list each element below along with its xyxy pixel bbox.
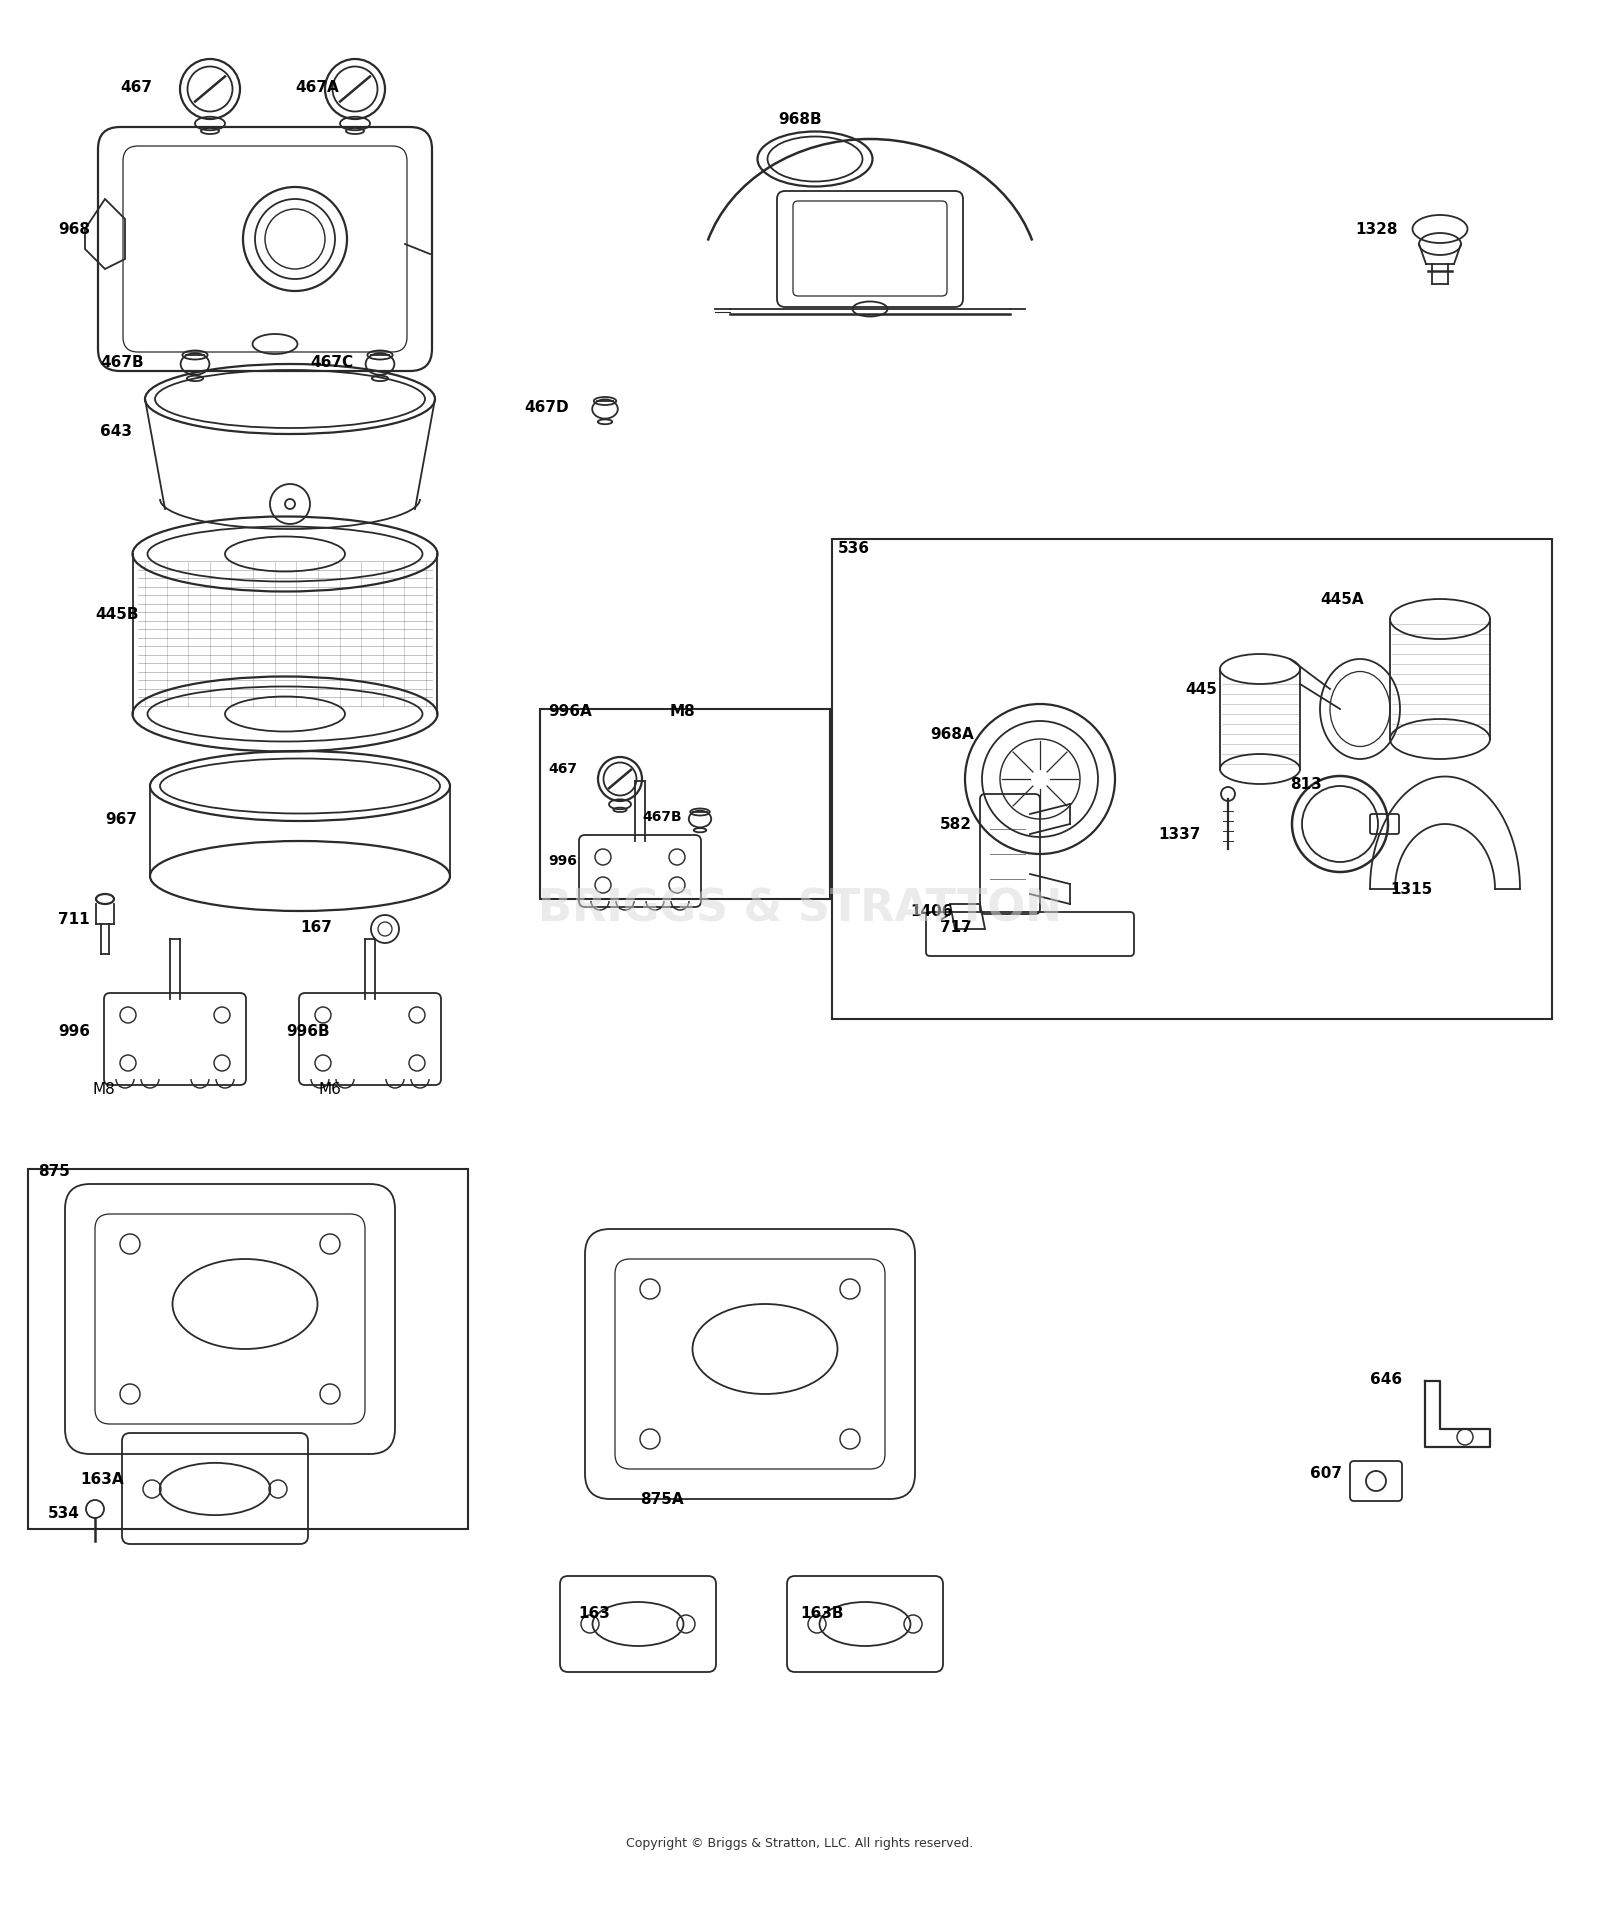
Text: 163A: 163A — [80, 1472, 123, 1487]
Text: 1337: 1337 — [1158, 827, 1200, 842]
Text: M6: M6 — [318, 1082, 341, 1096]
Text: 1406: 1406 — [910, 903, 952, 918]
Text: 967: 967 — [106, 811, 138, 827]
Text: M8: M8 — [93, 1082, 115, 1096]
Text: 996B: 996B — [286, 1023, 330, 1038]
Text: 467: 467 — [120, 80, 152, 95]
Text: 1315: 1315 — [1390, 882, 1432, 897]
Text: 813: 813 — [1290, 777, 1322, 792]
Text: 163: 163 — [578, 1605, 610, 1621]
Text: 968A: 968A — [930, 727, 974, 741]
Text: 582: 582 — [941, 817, 973, 832]
Text: 467B: 467B — [101, 355, 144, 370]
Text: 643: 643 — [101, 424, 133, 439]
Text: 536: 536 — [838, 540, 870, 556]
Text: 467C: 467C — [310, 355, 354, 370]
Text: 996A: 996A — [549, 704, 592, 718]
Text: 467D: 467D — [525, 399, 568, 414]
Text: 467A: 467A — [294, 80, 339, 95]
Text: 445: 445 — [1186, 682, 1218, 697]
Text: 467B: 467B — [642, 809, 682, 825]
Text: 968: 968 — [58, 221, 90, 237]
Text: 467: 467 — [549, 762, 578, 775]
Text: 875A: 875A — [640, 1491, 683, 1506]
Text: 875: 875 — [38, 1163, 70, 1178]
Text: 445B: 445B — [94, 607, 139, 622]
Text: 996: 996 — [549, 853, 578, 869]
Text: 534: 534 — [48, 1506, 80, 1521]
Text: 646: 646 — [1370, 1371, 1402, 1386]
Text: 167: 167 — [301, 920, 331, 935]
Text: 711: 711 — [58, 911, 90, 926]
Text: M8: M8 — [670, 704, 696, 718]
Text: 163B: 163B — [800, 1605, 843, 1621]
Text: 445A: 445A — [1320, 592, 1363, 607]
Text: 1328: 1328 — [1355, 221, 1397, 237]
Text: BRIGGS & STRATTON: BRIGGS & STRATTON — [538, 888, 1062, 930]
Text: 607: 607 — [1310, 1466, 1342, 1481]
Text: 717: 717 — [941, 920, 971, 935]
Text: Copyright © Briggs & Stratton, LLC. All rights reserved.: Copyright © Briggs & Stratton, LLC. All … — [626, 1838, 974, 1850]
Text: 996: 996 — [58, 1023, 90, 1038]
Text: 968B: 968B — [778, 111, 822, 126]
